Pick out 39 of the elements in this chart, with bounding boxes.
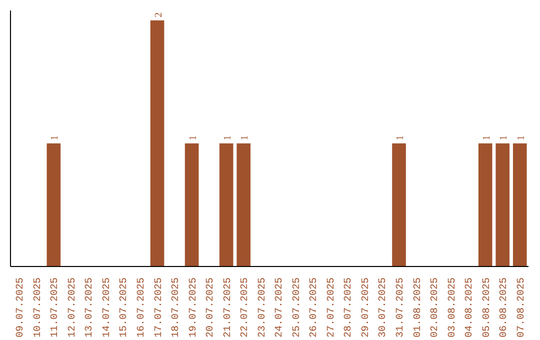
x-tick-label: 31.07.2025	[396, 277, 406, 338]
data-label: 1	[516, 135, 527, 140]
data-label: 1	[188, 135, 199, 140]
data-label: 1	[50, 135, 61, 140]
x-tick-label: 24.07.2025	[274, 277, 286, 338]
data-label: 1	[395, 135, 406, 140]
x-tick-label: 12.07.2025	[67, 277, 78, 338]
x-tick-label: 16.07.2025	[136, 277, 148, 338]
x-tick-label: 27.07.2025	[326, 277, 338, 338]
x-tick-label: 30.07.2025	[378, 277, 390, 338]
x-tick-label: 29.07.2025	[360, 277, 372, 338]
x-tick-label: 17.07.2025	[154, 277, 165, 338]
x-tick-label: 05.08.2025	[482, 277, 493, 338]
x-tick-label: 09.07.2025	[16, 277, 27, 338]
x-tick-label: 10.07.2025	[32, 277, 44, 338]
x-tick-label: 28.07.2025	[344, 277, 355, 338]
x-tick-label: 11.07.2025	[50, 277, 62, 338]
x-tick-label: 13.07.2025	[84, 277, 96, 338]
data-label: 1	[222, 135, 234, 140]
x-tick-label: 19.07.2025	[188, 277, 200, 338]
data-label: 1	[240, 135, 251, 140]
x-tick-label: 01.08.2025	[412, 277, 424, 338]
x-tick-label: 26.07.2025	[309, 277, 320, 338]
x-tick-label: 03.08.2025	[447, 277, 458, 338]
x-tick-label: 14.07.2025	[102, 277, 113, 338]
x-tick-label: 15.07.2025	[119, 277, 130, 338]
x-tick-label: 21.07.2025	[222, 277, 234, 338]
x-tick-label: 07.08.2025	[516, 277, 528, 338]
data-label: 1	[498, 135, 510, 140]
data-label: 2	[153, 12, 164, 18]
x-tick-label: 22.07.2025	[240, 277, 252, 338]
data-label: 1	[481, 135, 492, 140]
x-tick-label: 20.07.2025	[206, 277, 217, 338]
x-tick-label: 02.08.2025	[430, 277, 442, 338]
x-tick-label: 23.07.2025	[257, 277, 268, 338]
x-tick-label: 18.07.2025	[171, 277, 182, 338]
x-tick-label: 04.08.2025	[464, 277, 476, 338]
x-tick-label: 25.07.2025	[292, 277, 303, 338]
x-tick-label: 06.08.2025	[499, 277, 510, 338]
